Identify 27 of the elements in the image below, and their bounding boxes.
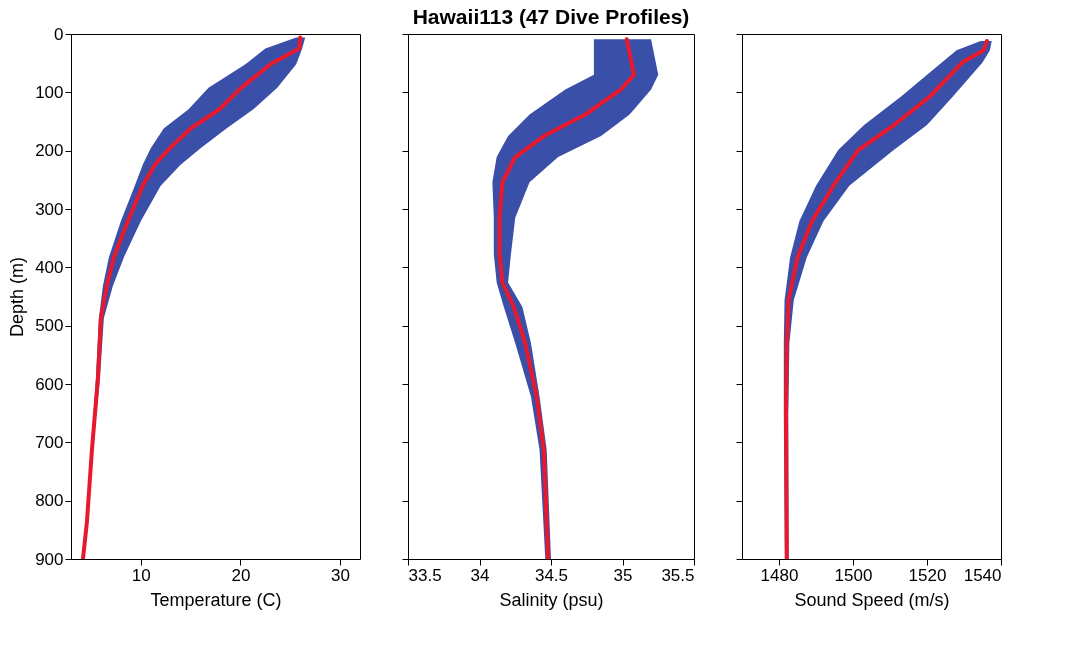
- x-tick-label: 33.5: [408, 565, 442, 585]
- x-tick-label: 34: [470, 565, 490, 585]
- y-axis-title: Depth (m): [7, 256, 28, 338]
- x-tick-label: 30: [331, 565, 351, 585]
- x-tick-label: 1480: [760, 565, 799, 585]
- x-tick-label: 1500: [834, 565, 873, 585]
- y-tick-label: 800: [35, 491, 64, 511]
- y-tick-label: 100: [35, 82, 64, 102]
- y-tick-label: 400: [35, 257, 64, 277]
- x-axis-title: Salinity (psu): [499, 589, 604, 610]
- x-tick-label: 34.5: [534, 565, 569, 585]
- x-tick-label: 1520: [908, 565, 947, 585]
- x-tick-label: 20: [231, 565, 251, 585]
- y-tick-label: 900: [35, 549, 64, 569]
- y-tick-label: 700: [35, 432, 64, 452]
- chart-title: Hawaii113 (47 Dive Profiles): [412, 4, 690, 28]
- y-tick-label: 0: [54, 24, 64, 44]
- x-axis-title: Temperature (C): [150, 589, 282, 610]
- x-tick-label: 35: [613, 565, 633, 585]
- y-tick-label: 600: [35, 374, 64, 394]
- y-tick-label: 300: [35, 199, 64, 219]
- x-tick-label: 1540: [963, 565, 1002, 585]
- x-axis-title: Sound Speed (m/s): [794, 589, 950, 610]
- x-tick-label: 10: [131, 565, 151, 585]
- y-tick-label: 500: [35, 316, 64, 336]
- y-tick-label: 200: [35, 141, 64, 161]
- x-tick-label: 35.5: [661, 565, 695, 585]
